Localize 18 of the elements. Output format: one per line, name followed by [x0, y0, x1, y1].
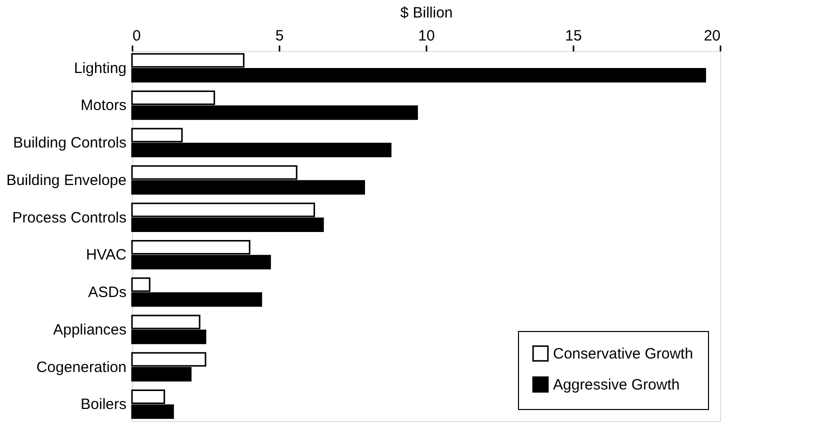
x-tick-label: 20 [704, 28, 720, 44]
y-tick-label: Building Envelope [6, 172, 126, 189]
y-tick-label: Boilers [80, 396, 126, 414]
y-tick-label: HVAC [86, 246, 127, 264]
y-tick-label: Cogeneration [36, 358, 126, 376]
x-tick-label: 10 [418, 28, 435, 44]
legend-label: Conservative Growth [553, 346, 694, 362]
y-tick-label: Process Controls [12, 209, 126, 226]
x-axis-title: $ Billion [400, 4, 453, 22]
y-tick-label: ASDs [88, 284, 126, 302]
y-tick-label: Appliances [53, 321, 126, 338]
x-tick-label: 15 [565, 28, 582, 44]
legend-label: Aggressive Growth [553, 376, 680, 394]
y-tick-label: Lighting [74, 60, 126, 77]
y-tick-label: Motors [80, 97, 126, 114]
y-tick-label: Building Controls [13, 134, 126, 152]
x-tick-label: 5 [275, 28, 284, 44]
x-tick-label: 0 [132, 28, 141, 44]
